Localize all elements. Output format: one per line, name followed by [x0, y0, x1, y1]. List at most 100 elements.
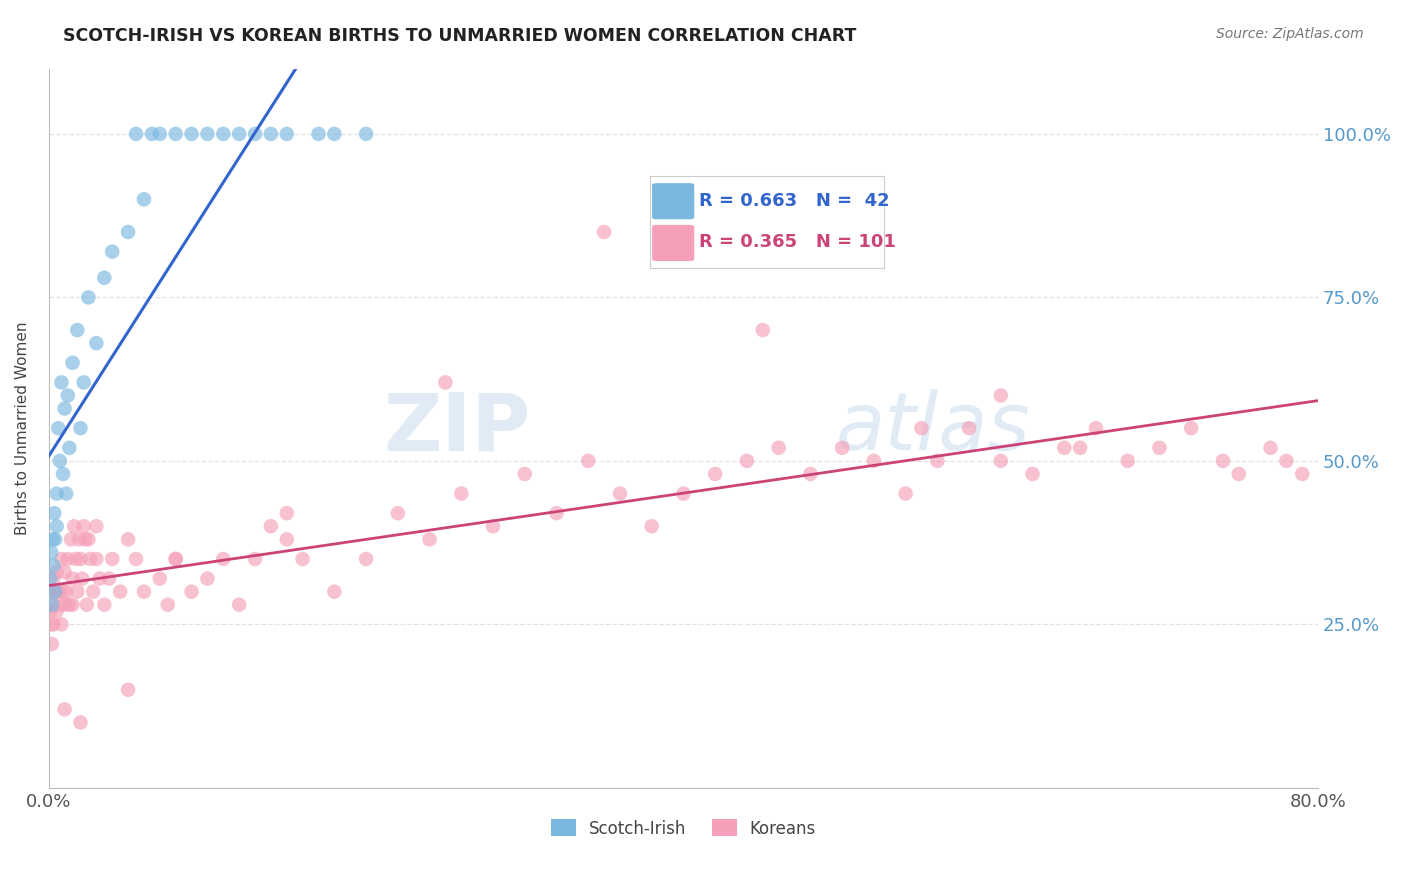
Point [910, 421, 932, 435]
Point [156, 598, 179, 612]
Point [180, 127, 202, 141]
Point [58, 598, 80, 612]
Point [76, 598, 98, 612]
Point [1021, 467, 1043, 481]
Point [89, 572, 111, 586]
Point [52, 467, 75, 481]
Point [39, 572, 62, 586]
Text: R = 0.663   N =  42: R = 0.663 N = 42 [699, 192, 890, 210]
Point [41, 584, 63, 599]
Point [354, 127, 377, 141]
Point [212, 552, 235, 566]
Point [58, 441, 80, 455]
Point [69, 421, 91, 435]
Point [42, 617, 65, 632]
Point [243, 552, 266, 566]
Point [51, 617, 73, 632]
Point [42, 572, 65, 586]
Point [1291, 467, 1313, 481]
Point [53, 401, 76, 416]
Point [927, 454, 949, 468]
Point [77, 290, 100, 304]
Point [308, 127, 330, 141]
Point [1260, 441, 1282, 455]
Point [55, 486, 77, 500]
Point [482, 519, 505, 533]
Legend: Scotch-Irish, Koreans: Scotch-Irish, Koreans [544, 813, 823, 844]
Point [1149, 441, 1171, 455]
Point [149, 572, 172, 586]
Point [863, 454, 886, 468]
Point [1069, 441, 1091, 455]
Point [672, 486, 695, 500]
Point [73, 519, 96, 533]
Point [419, 533, 441, 547]
Point [1085, 421, 1108, 435]
Point [77, 533, 100, 547]
Point [39, 545, 62, 559]
Text: R = 0.365   N = 101: R = 0.365 N = 101 [699, 234, 896, 252]
Point [990, 388, 1012, 402]
Point [990, 454, 1012, 468]
Point [62, 598, 84, 612]
Point [354, 552, 377, 566]
Point [165, 552, 187, 566]
Point [125, 552, 148, 566]
Text: Source: ZipAtlas.com: Source: ZipAtlas.com [1216, 27, 1364, 41]
Point [260, 127, 283, 141]
Point [69, 715, 91, 730]
Point [704, 467, 727, 481]
Point [212, 127, 235, 141]
Point [86, 519, 108, 533]
Point [641, 519, 664, 533]
Point [609, 486, 631, 500]
Point [1227, 467, 1250, 481]
Point [149, 127, 172, 141]
Point [180, 584, 202, 599]
Point [41, 598, 63, 612]
Text: SCOTCH-IRISH VS KOREAN BIRTHS TO UNMARRIED WOMEN CORRELATION CHART: SCOTCH-IRISH VS KOREAN BIRTHS TO UNMARRI… [63, 27, 856, 45]
Point [41, 533, 63, 547]
Point [51, 376, 73, 390]
Point [49, 598, 72, 612]
Point [45, 604, 67, 618]
Point [132, 584, 155, 599]
Point [45, 565, 67, 579]
Point [52, 584, 75, 599]
Point [39, 584, 62, 599]
Point [44, 584, 66, 599]
Point [98, 572, 121, 586]
Point [387, 506, 409, 520]
FancyBboxPatch shape [652, 183, 695, 219]
Point [93, 270, 115, 285]
Point [276, 506, 298, 520]
Point [45, 519, 67, 533]
Point [93, 598, 115, 612]
Point [42, 558, 65, 573]
Point [1275, 454, 1298, 468]
Point [56, 388, 79, 402]
Point [260, 519, 283, 533]
Point [82, 584, 104, 599]
FancyBboxPatch shape [652, 225, 695, 261]
Point [53, 702, 76, 716]
Point [46, 584, 69, 599]
Point [63, 519, 86, 533]
Point [125, 127, 148, 141]
Point [1116, 454, 1139, 468]
Point [957, 421, 980, 435]
Point [108, 584, 131, 599]
Point [323, 127, 346, 141]
Point [51, 552, 73, 566]
Point [243, 127, 266, 141]
Text: ZIP: ZIP [384, 389, 531, 467]
Point [66, 584, 89, 599]
Point [117, 533, 139, 547]
Point [65, 552, 87, 566]
Point [546, 506, 568, 520]
Point [75, 533, 97, 547]
Point [44, 584, 66, 599]
Point [894, 486, 917, 500]
Point [39, 604, 62, 618]
Point [53, 598, 76, 612]
